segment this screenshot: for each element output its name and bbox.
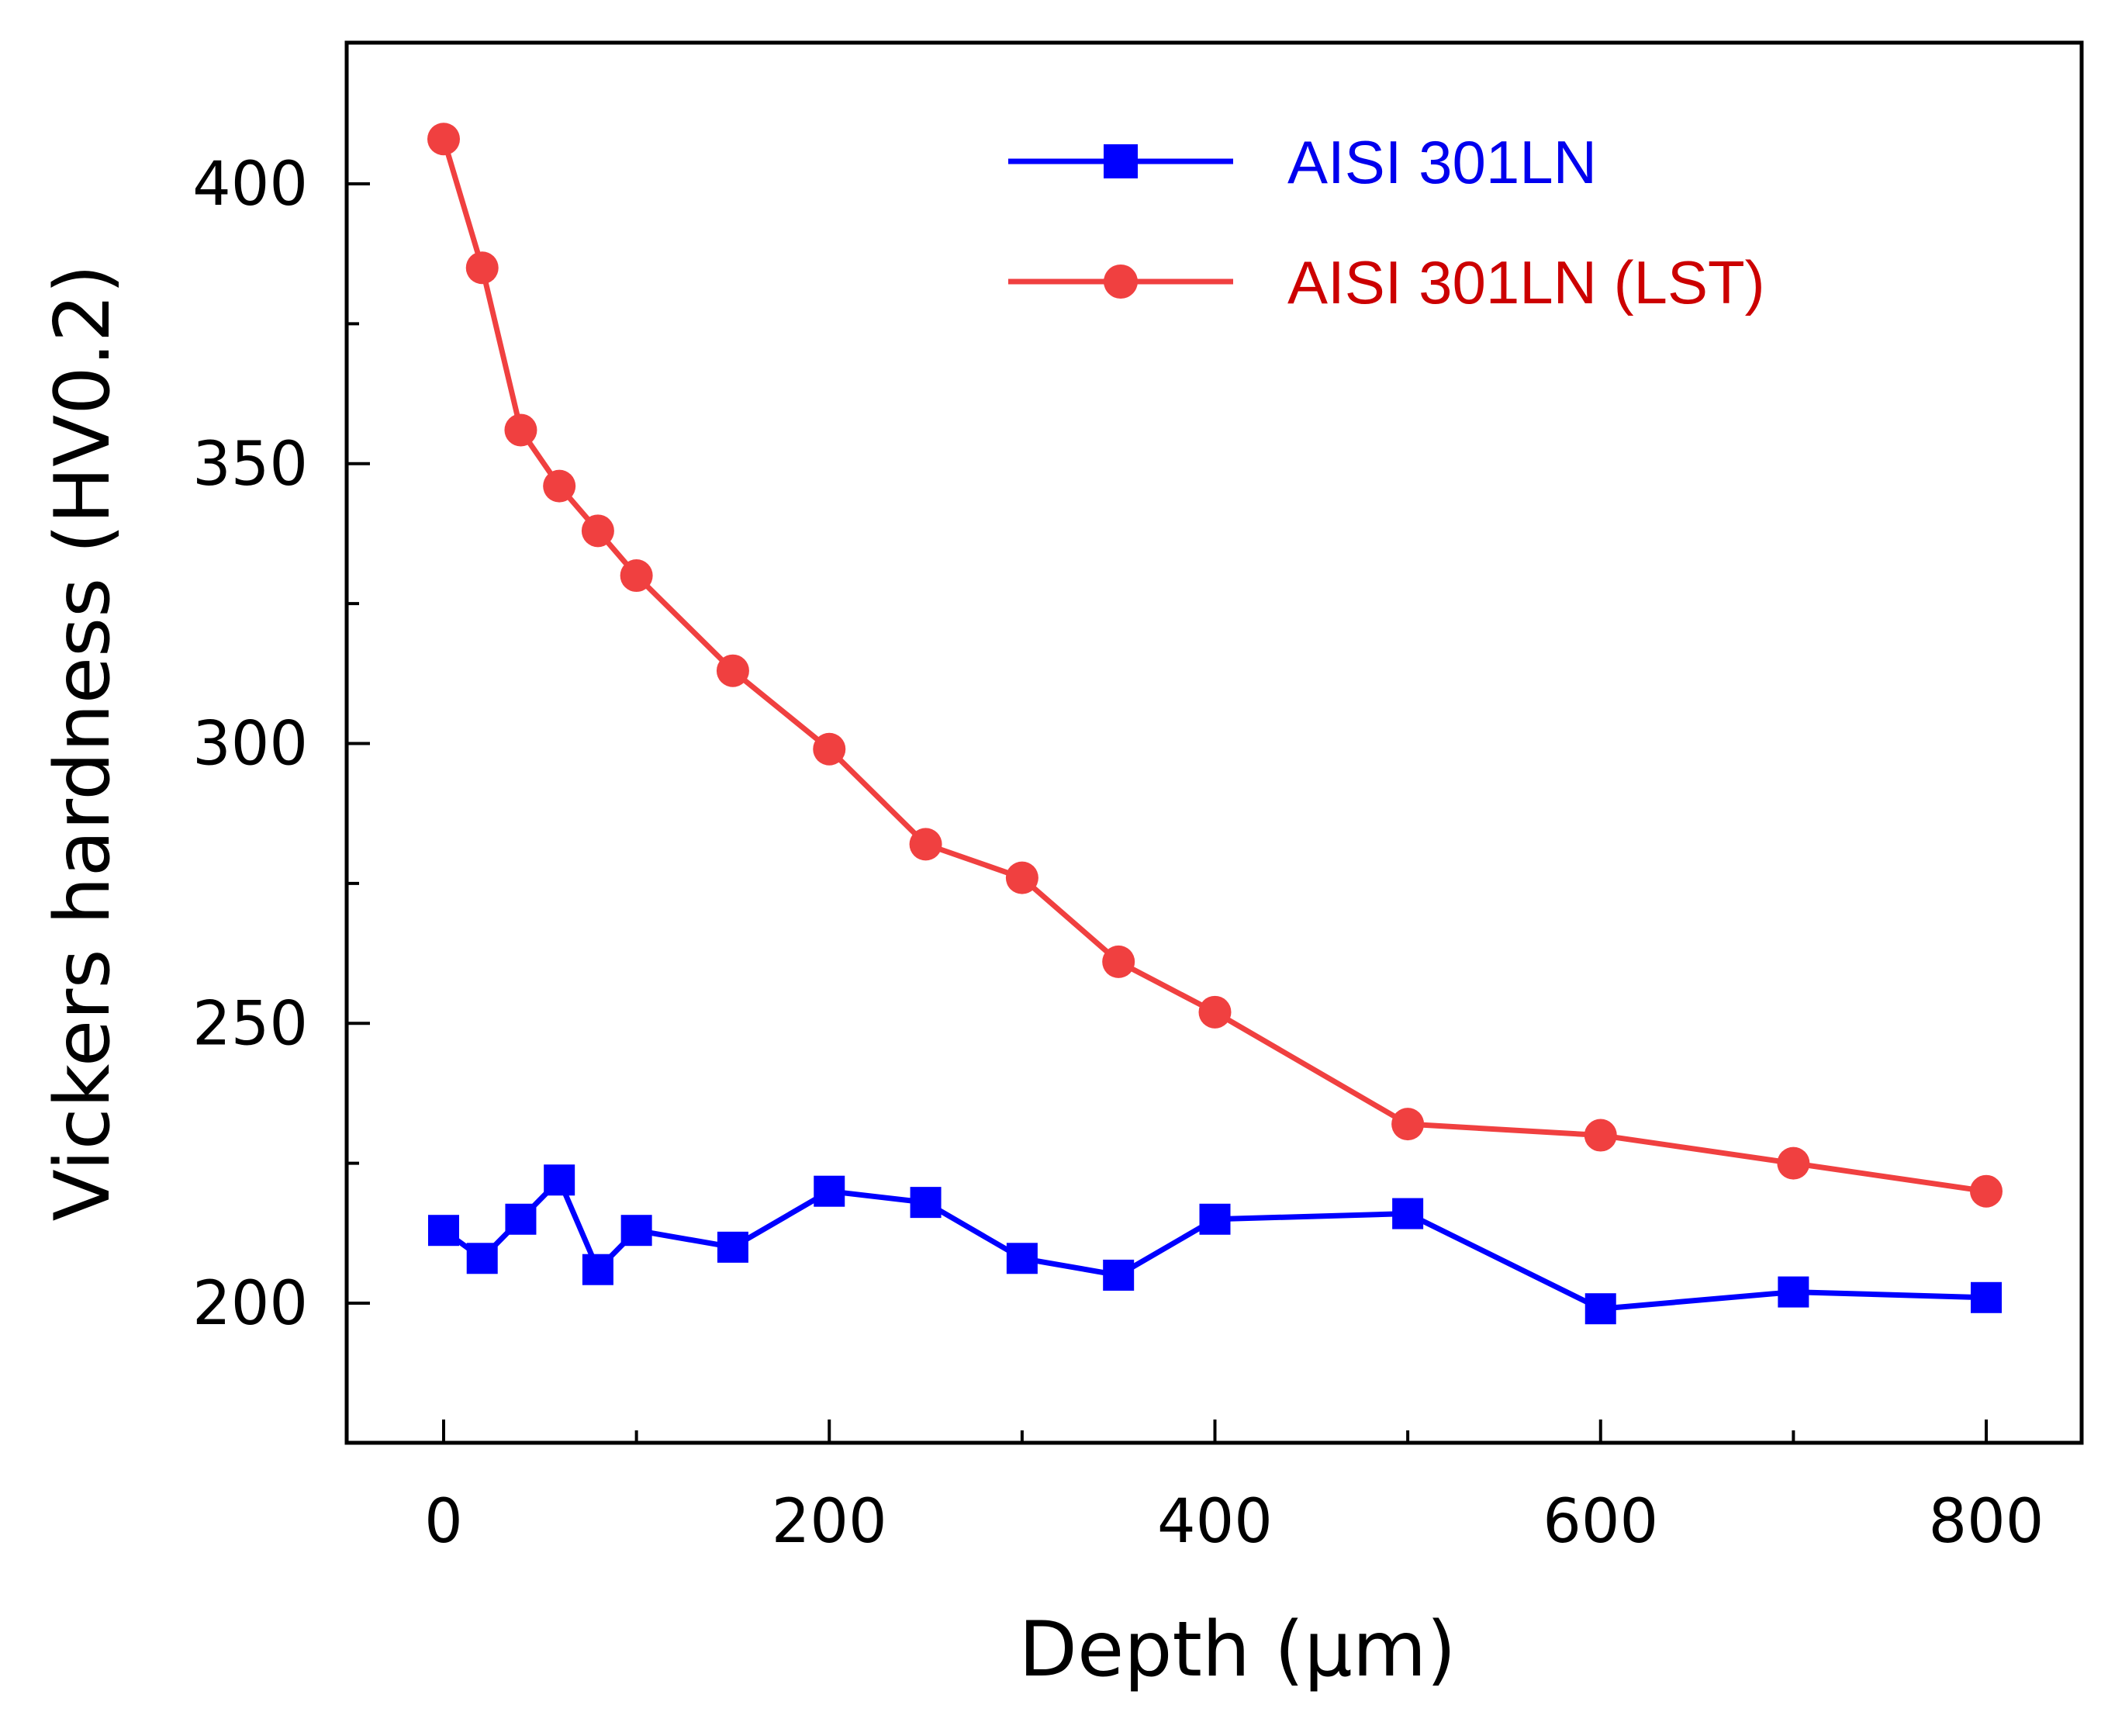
data-point <box>504 413 537 447</box>
data-point <box>1199 1203 1231 1235</box>
data-point <box>1584 1119 1617 1152</box>
data-point <box>910 1187 942 1219</box>
data-point <box>620 1215 652 1247</box>
series-aisi-301ln-lst <box>427 123 2003 1208</box>
data-point <box>1102 945 1135 978</box>
series-layer <box>427 123 2003 1325</box>
y-tick-label: 250 <box>192 989 308 1059</box>
data-point <box>1778 1276 1809 1308</box>
axes-layer: 0 200 400 600 800 200 250 300 350 400 <box>192 40 2084 1557</box>
legend-label: AISI 301LN <box>1287 128 1597 196</box>
data-point <box>1777 1146 1810 1180</box>
series-aisi-301ln <box>428 1164 2002 1325</box>
legend-label: AISI 301LN (LST) <box>1287 248 1765 316</box>
data-point <box>1391 1108 1425 1141</box>
data-point <box>1005 861 1038 894</box>
data-point <box>1006 1243 1038 1274</box>
data-point <box>1584 1293 1616 1325</box>
x-tick-label: 600 <box>1543 1487 1658 1557</box>
data-point <box>581 514 614 548</box>
series-line <box>441 1177 1987 1312</box>
y-tick-label: 400 <box>192 150 308 220</box>
y-tick-label: 350 <box>192 430 308 500</box>
data-point <box>428 1215 459 1247</box>
y-tick-label: 300 <box>192 710 308 780</box>
data-point <box>427 123 460 156</box>
x-tick-label: 200 <box>772 1487 887 1557</box>
data-point <box>1198 995 1232 1029</box>
legend-marker <box>1104 265 1138 299</box>
data-point <box>543 469 576 503</box>
data-point <box>1971 1281 2002 1313</box>
legend-entry: AISI 301LN (LST) <box>1008 248 1765 316</box>
data-point <box>909 828 942 861</box>
x-tick-label: 0 <box>424 1487 463 1557</box>
data-point <box>465 251 499 285</box>
data-point <box>1392 1198 1424 1229</box>
legend: AISI 301LN AISI 301LN (LST) <box>1008 128 1765 316</box>
data-point <box>716 654 749 687</box>
data-point <box>466 1243 498 1274</box>
legend-entry: AISI 301LN <box>1008 128 1597 196</box>
data-point <box>717 1231 748 1263</box>
data-point <box>544 1164 575 1196</box>
x-tick-label: 400 <box>1157 1487 1273 1557</box>
data-point <box>1970 1174 2003 1208</box>
series-line <box>441 138 1987 1195</box>
data-point <box>620 559 653 593</box>
data-point <box>505 1203 537 1235</box>
data-point <box>582 1254 613 1285</box>
y-axis-title: Vickers hardness (HV0.2) <box>39 265 127 1222</box>
data-point <box>814 1175 845 1207</box>
x-tick-label: 800 <box>1929 1487 2044 1557</box>
data-point <box>813 732 846 766</box>
y-tick-label: 200 <box>192 1269 308 1339</box>
legend-marker <box>1104 144 1138 178</box>
x-axis-title: Depth (μm) <box>1019 1606 1457 1694</box>
data-point <box>1103 1259 1135 1291</box>
